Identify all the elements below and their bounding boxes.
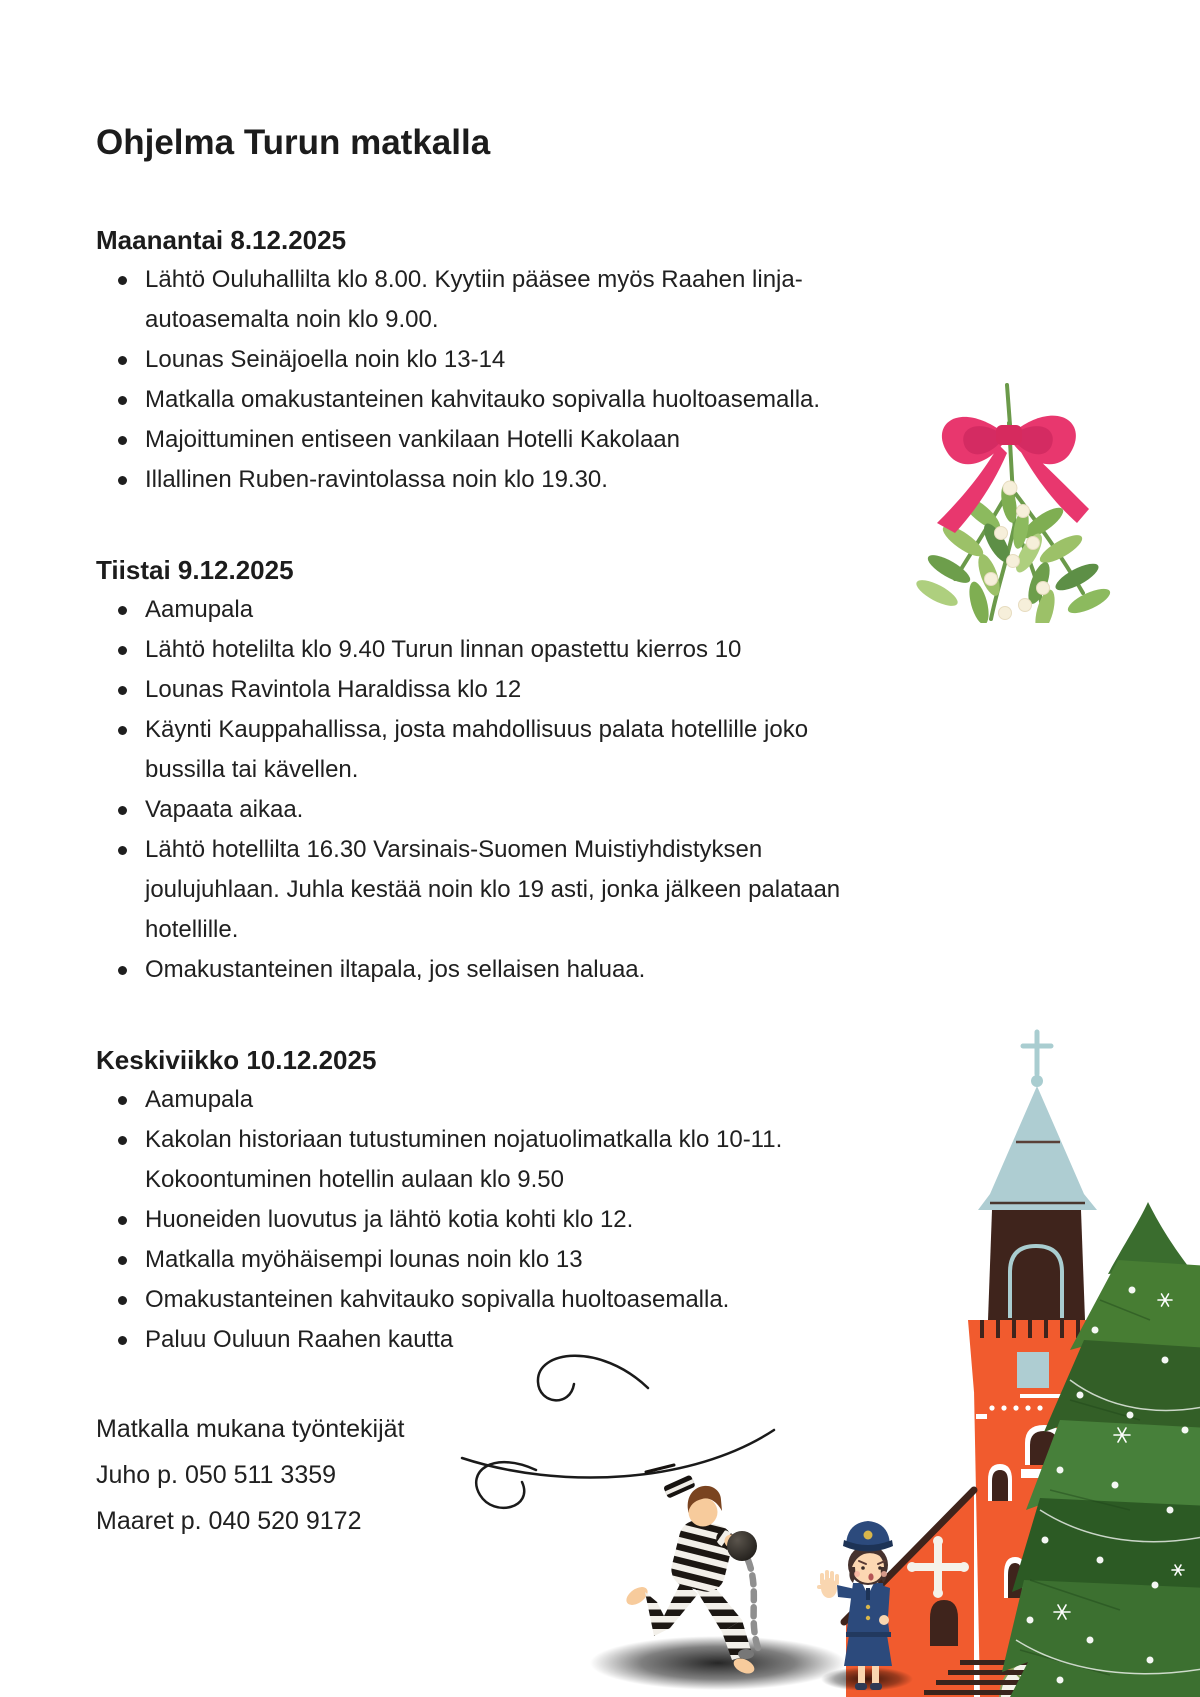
list-item: Huoneiden luovutus ja lähtö kotia kohti … <box>96 1200 841 1240</box>
list-item: Lähtö hotelilta klo 9.40 Turun linnan op… <box>96 630 841 670</box>
list-item: Majoittuminen entiseen vankilaan Hotelli… <box>96 420 841 460</box>
program-content: Ohjelma Turun matkalla Maanantai 8.12.20… <box>96 122 996 1544</box>
list-item: Paluu Ouluun Raahen kautta <box>96 1320 841 1360</box>
list-item: Lounas Ravintola Haraldissa klo 12 <box>96 670 841 710</box>
list-item: Kakolan historiaan tutustuminen nojatuol… <box>96 1120 841 1200</box>
schedule-list-tuesday: Aamupala Lähtö hotelilta klo 9.40 Turun … <box>96 590 841 990</box>
list-item: Matkalla omakustanteinen kahvitauko sopi… <box>96 380 841 420</box>
prisoner-cap-icon <box>664 1475 695 1498</box>
staff-contact-block: Matkalla mukana työntekijät Juho p. 050 … <box>96 1406 996 1544</box>
prisoner-illustration <box>460 1354 846 1690</box>
police-officer-illustration <box>817 1521 913 1691</box>
church-cross-icon <box>1020 1029 1054 1077</box>
stop-hand-icon <box>817 1570 839 1598</box>
christmas-tree-illustration <box>1002 1202 1200 1697</box>
section-wednesday: Keskiviikko 10.12.2025 Aamupala Kakolan … <box>96 1040 996 1360</box>
schedule-list-wednesday: Aamupala Kakolan historiaan tutustuminen… <box>96 1080 841 1360</box>
section-heading-tuesday: Tiistai 9.12.2025 <box>96 555 294 585</box>
ball-and-chain-icon <box>727 1531 757 1561</box>
pink-bow-icon <box>937 415 1089 533</box>
staff-note: Matkalla mukana työntekijät <box>96 1415 405 1443</box>
section-monday: Maanantai 8.12.2025 Lähtö Ouluhallilta k… <box>96 220 996 500</box>
church-steps <box>924 1660 1072 1695</box>
chain-icon <box>744 1556 762 1652</box>
page-title: Ohjelma Turun matkalla <box>96 123 491 162</box>
tree-lights <box>1026 1286 1189 1684</box>
list-item: Vapaata aikaa. <box>96 790 841 830</box>
tree-garland <box>1015 1379 1200 1675</box>
wind-swirl-icon <box>460 1354 776 1510</box>
section-heading-wednesday: Keskiviikko 10.12.2025 <box>96 1045 377 1075</box>
mistletoe-berries <box>984 480 1050 620</box>
section-tuesday: Tiistai 9.12.2025 Aamupala Lähtö hotelil… <box>96 550 996 990</box>
prisoner-shadow <box>590 1636 846 1690</box>
schedule-list-monday: Lähtö Ouluhallilta klo 8.00. Kyytiin pää… <box>96 260 841 500</box>
list-item: Omakustanteinen kahvitauko sopivalla huo… <box>96 1280 841 1320</box>
list-item: Aamupala <box>96 590 841 630</box>
list-item: Aamupala <box>96 1080 841 1120</box>
list-item: Omakustanteinen iltapala, jos sellaisen … <box>96 950 841 990</box>
mistletoe-illustration <box>916 383 1111 623</box>
section-heading-monday: Maanantai 8.12.2025 <box>96 225 347 255</box>
list-item: Lähtö Ouluhallilta klo 8.00. Kyytiin pää… <box>96 260 841 340</box>
gable-cross-icon <box>907 1536 969 1598</box>
contact-juho: Juho p. 050 511 3359 <box>96 1461 337 1489</box>
contact-maaret: Maaret p. 040 520 9172 <box>96 1507 362 1535</box>
list-item: Käynti Kauppahallissa, josta mahdollisuu… <box>96 710 841 790</box>
list-item: Lounas Seinäjoella noin klo 13-14 <box>96 340 841 380</box>
snowflake-icon <box>1053 1293 1185 1620</box>
list-item: Matkalla myöhäisempi lounas noin klo 13 <box>96 1240 841 1280</box>
list-item: Illallinen Ruben-ravintolassa noin klo 1… <box>96 460 841 500</box>
list-item: Lähtö hotellilta 16.30 Varsinais-Suomen … <box>96 830 841 950</box>
